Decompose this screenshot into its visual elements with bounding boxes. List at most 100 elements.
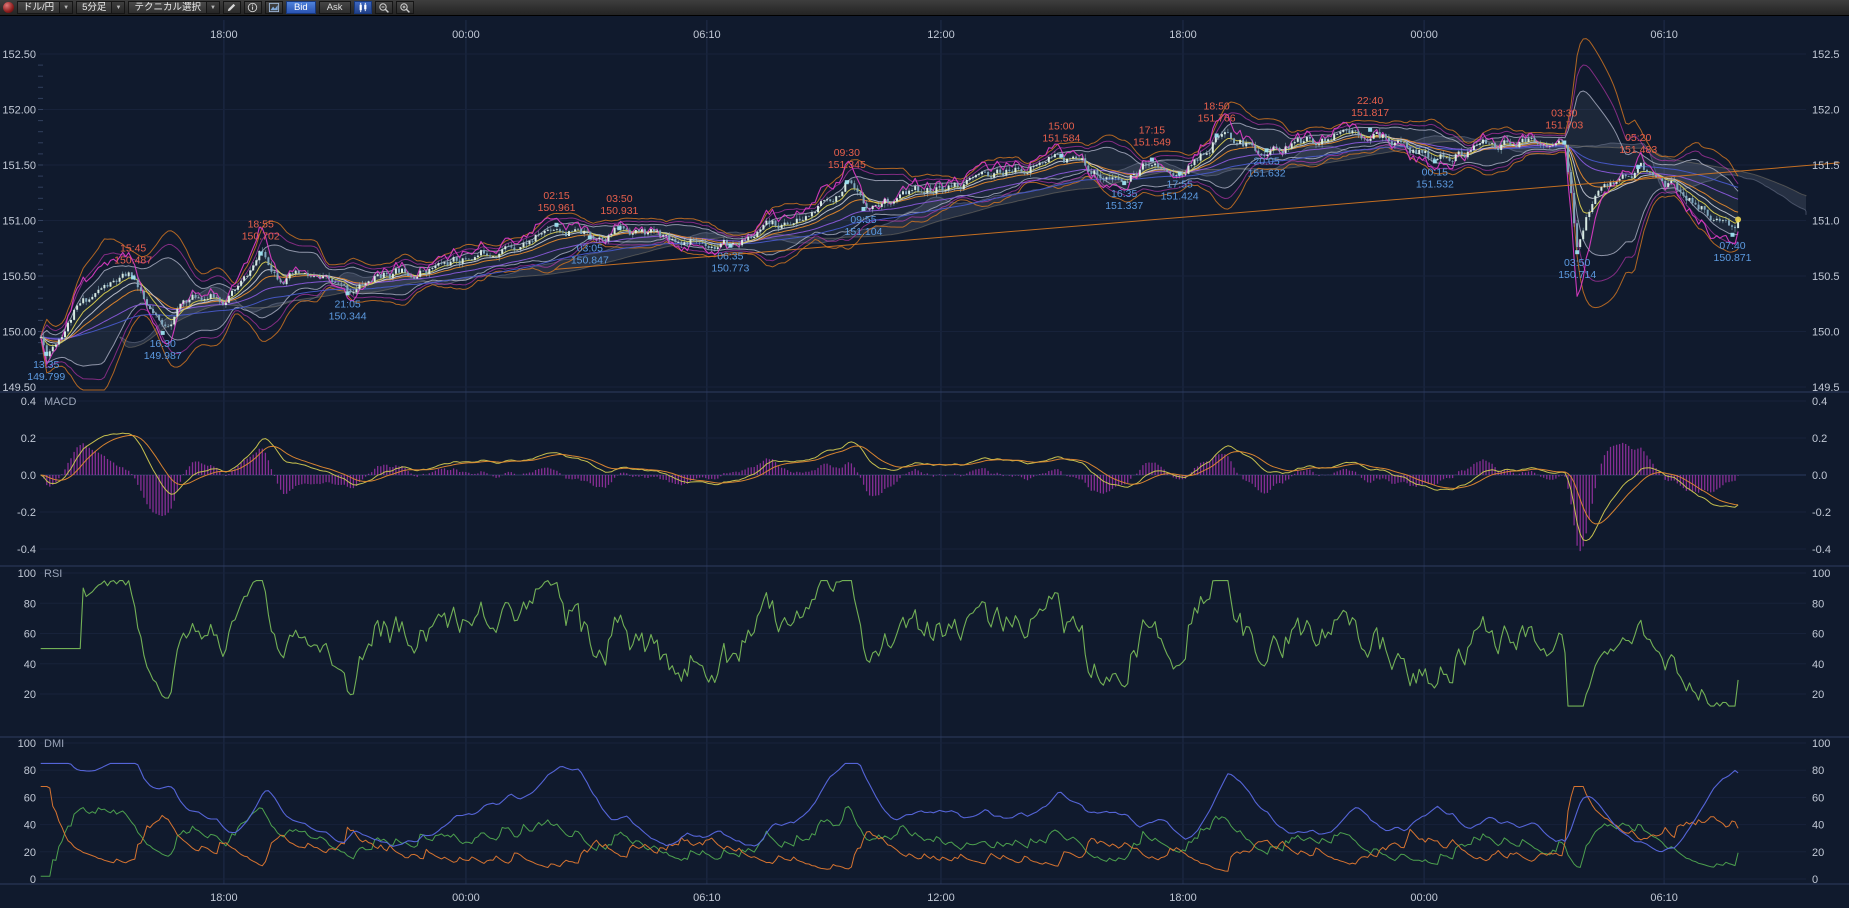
rsi-panel [40, 580, 1739, 707]
svg-text:151.104: 151.104 [844, 226, 882, 238]
candlestick-icon [359, 2, 366, 13]
svg-text:06:35: 06:35 [717, 251, 743, 263]
candles [39, 127, 1742, 360]
svg-text:-0.2: -0.2 [1812, 507, 1831, 519]
technical-label: テクニカル選択 [128, 1, 207, 14]
svg-text:18:00: 18:00 [210, 892, 238, 904]
svg-text:80: 80 [24, 765, 36, 777]
svg-text:00:00: 00:00 [1410, 892, 1438, 904]
svg-text:03:50: 03:50 [606, 193, 632, 205]
svg-text:18:50: 18:50 [1204, 100, 1230, 112]
svg-text:15:45: 15:45 [120, 242, 146, 254]
svg-text:150.773: 150.773 [711, 263, 749, 275]
svg-text:60: 60 [24, 629, 36, 641]
zoom-out-icon [378, 2, 389, 13]
svg-text:18:00: 18:00 [210, 29, 238, 41]
zoom-in-button[interactable] [395, 1, 414, 14]
svg-text:18:00: 18:00 [1169, 29, 1197, 41]
zoom-out-button[interactable] [374, 1, 393, 14]
technical-select[interactable]: テクニカル選択 ▼ [128, 1, 220, 14]
svg-text:151.0: 151.0 [1812, 216, 1840, 228]
svg-text:80: 80 [1812, 765, 1824, 777]
svg-text:06:10: 06:10 [1650, 29, 1678, 41]
chart-image-button[interactable] [264, 1, 283, 14]
svg-text:03:05: 03:05 [577, 242, 603, 254]
svg-text:149.5: 149.5 [1812, 382, 1840, 394]
svg-text:03:30: 03:30 [1551, 107, 1577, 119]
svg-text:40: 40 [1812, 820, 1824, 832]
svg-text:20:05: 20:05 [1253, 155, 1279, 167]
svg-text:152.00: 152.00 [2, 105, 36, 117]
timeframe-chevron-down-icon[interactable]: ▼ [112, 1, 126, 14]
svg-text:151.424: 151.424 [1161, 190, 1199, 202]
svg-text:00:15: 00:15 [1422, 166, 1448, 178]
svg-text:20: 20 [1812, 689, 1824, 701]
macd-panel [40, 432, 1739, 552]
technical-chevron-down-icon[interactable]: ▼ [206, 1, 220, 14]
svg-text:07:40: 07:40 [1719, 240, 1745, 252]
svg-text:151.703: 151.703 [1545, 119, 1583, 131]
svg-text:150.487: 150.487 [114, 254, 152, 266]
svg-text:60: 60 [1812, 629, 1824, 641]
svg-text:149.987: 149.987 [144, 350, 182, 362]
trendline [554, 162, 1840, 270]
chart-type-button[interactable] [353, 1, 372, 14]
svg-text:RSI: RSI [44, 568, 62, 580]
svg-text:20: 20 [24, 847, 36, 859]
svg-text:09:30: 09:30 [834, 147, 860, 159]
currency-pair-select[interactable]: ドル/円 ▼ [17, 1, 74, 14]
svg-text:150.5: 150.5 [1812, 271, 1840, 283]
svg-text:16:35: 16:35 [1111, 188, 1137, 200]
svg-text:16:30: 16:30 [150, 338, 176, 350]
info-icon [248, 2, 258, 13]
svg-text:100: 100 [18, 568, 36, 580]
ask-button[interactable]: Ask [318, 1, 351, 14]
svg-text:40: 40 [24, 820, 36, 832]
svg-text:151.50: 151.50 [2, 160, 36, 172]
svg-text:00:00: 00:00 [1410, 29, 1438, 41]
svg-text:12:00: 12:00 [927, 892, 955, 904]
svg-text:22:40: 22:40 [1357, 95, 1383, 107]
svg-text:80: 80 [1812, 598, 1824, 610]
svg-text:0: 0 [1812, 874, 1818, 886]
svg-text:150.00: 150.00 [2, 327, 36, 339]
svg-text:0.4: 0.4 [21, 396, 36, 408]
svg-text:149.50: 149.50 [2, 382, 36, 394]
svg-text:00:00: 00:00 [452, 29, 480, 41]
bands [40, 38, 1739, 391]
svg-text:06:10: 06:10 [1650, 892, 1678, 904]
svg-text:40: 40 [24, 659, 36, 671]
currency-pair-chevron-down-icon[interactable]: ▼ [60, 1, 74, 14]
svg-text:-0.2: -0.2 [17, 507, 36, 519]
time-axis-top: 18:00 00:00 06:10 12:00 18:00 00:00 06:10 [210, 29, 1678, 41]
svg-text:151.00: 151.00 [2, 216, 36, 228]
svg-text:151.5: 151.5 [1812, 160, 1840, 172]
svg-text:21:05: 21:05 [334, 298, 360, 310]
svg-text:DMI: DMI [44, 738, 64, 750]
svg-text:0.2: 0.2 [1812, 433, 1827, 445]
panel-titles: MACD RSI DMI [44, 396, 76, 750]
svg-text:150.0: 150.0 [1812, 327, 1840, 339]
timeframe-select[interactable]: 5分足 ▼ [76, 1, 126, 14]
svg-text:MACD: MACD [44, 396, 76, 408]
svg-text:-0.4: -0.4 [17, 544, 36, 556]
time-axis-bottom: 18:00 00:00 06:10 12:00 18:00 00:00 06:10 [210, 892, 1678, 904]
svg-text:150.714: 150.714 [1558, 269, 1596, 281]
svg-text:150.847: 150.847 [571, 254, 609, 266]
bid-button[interactable]: Bid [285, 1, 316, 14]
svg-text:150.961: 150.961 [538, 202, 576, 214]
svg-text:100: 100 [1812, 568, 1830, 580]
svg-text:60: 60 [1812, 792, 1824, 804]
svg-text:151.532: 151.532 [1416, 178, 1454, 190]
svg-text:151.337: 151.337 [1105, 200, 1143, 212]
svg-text:150.50: 150.50 [2, 271, 36, 283]
svg-text:0.0: 0.0 [1812, 470, 1827, 482]
svg-text:152.0: 152.0 [1812, 105, 1840, 117]
info-button[interactable] [243, 1, 262, 14]
draw-tool-button[interactable] [222, 1, 241, 14]
svg-text:0.0: 0.0 [21, 470, 36, 482]
svg-text:151.345: 151.345 [828, 159, 866, 171]
svg-text:20: 20 [1812, 847, 1824, 859]
